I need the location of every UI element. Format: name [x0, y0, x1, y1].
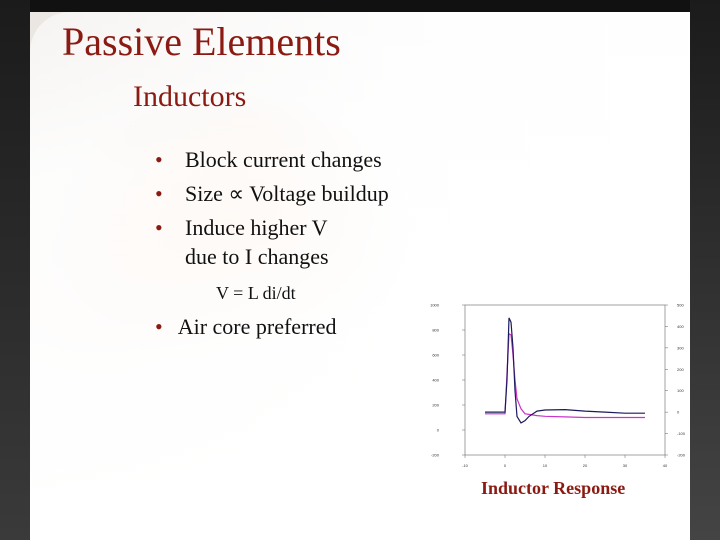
bullet-air-core: • Air core preferred	[155, 314, 336, 340]
y-right-tick-label: 400	[677, 324, 684, 329]
y-left-tick-label: 400	[432, 378, 439, 383]
bullet-text: Size ∝ Voltage buildup	[185, 181, 389, 206]
y-left-tick-label: 200	[432, 403, 439, 408]
bullet-dot-icon: •	[155, 314, 163, 339]
y-right-tick-label: -100	[677, 431, 686, 436]
bullet-text: Air core preferred	[177, 314, 337, 339]
y-right-axis-ticks: 500 400 300 200 100 0 -100 -200	[665, 303, 686, 458]
top-frame	[0, 0, 720, 12]
y-left-tick-label: 0	[437, 428, 440, 433]
y-right-tick-label: 0	[677, 410, 680, 415]
chart-caption: Inductor Response	[481, 478, 626, 498]
bullet-dot-icon: •	[155, 147, 163, 172]
y-right-tick-label: 500	[677, 303, 684, 308]
x-tick-label: -10	[462, 463, 469, 468]
series-line-1	[485, 332, 645, 419]
left-frame	[0, 0, 30, 540]
y-left-axis-ticks: 1000 800 600 400 200 0 -200	[430, 303, 465, 458]
x-tick-label: 10	[543, 463, 548, 468]
bullet-item: • Block current changes	[155, 143, 389, 177]
y-right-tick-label: 200	[677, 367, 684, 372]
x-tick-label: 30	[623, 463, 628, 468]
slide-subtitle: Inductors	[133, 80, 247, 113]
bullet-text: Induce higher V	[185, 215, 328, 240]
bullet-item: • Size ∝ Voltage buildup	[155, 177, 389, 211]
slide-title: Passive Elements	[62, 19, 341, 64]
bullet-dot-icon: •	[155, 215, 163, 240]
chart-plot-area	[464, 304, 666, 456]
y-right-tick-label: 300	[677, 345, 684, 350]
right-frame	[690, 0, 720, 540]
y-left-tick-label: 600	[432, 353, 439, 358]
bullet-text: Block current changes	[185, 147, 382, 172]
y-right-tick-label: -200	[677, 453, 686, 458]
inductor-formula: V = L di/dt	[216, 283, 296, 303]
y-left-tick-label: 1000	[430, 303, 440, 308]
series-line-2	[485, 317, 645, 424]
bullet-list: • Block current changes • Size ∝ Voltage b…	[155, 143, 389, 245]
x-tick-label: 0	[504, 463, 507, 468]
y-left-tick-label: 800	[432, 328, 439, 333]
content-card	[30, 12, 690, 540]
x-tick-label: 20	[583, 463, 588, 468]
bullet-continuation: due to I changes	[185, 244, 329, 269]
y-right-tick-label: 100	[677, 388, 684, 393]
bullet-item: • Induce higher V	[155, 211, 389, 245]
y-left-tick-label: -200	[431, 453, 440, 458]
x-tick-label: 40	[663, 463, 668, 468]
bullet-dot-icon: •	[155, 181, 163, 206]
chart-series	[485, 317, 645, 424]
x-axis-ticks: -10 0 10 20 30 40	[462, 455, 668, 468]
